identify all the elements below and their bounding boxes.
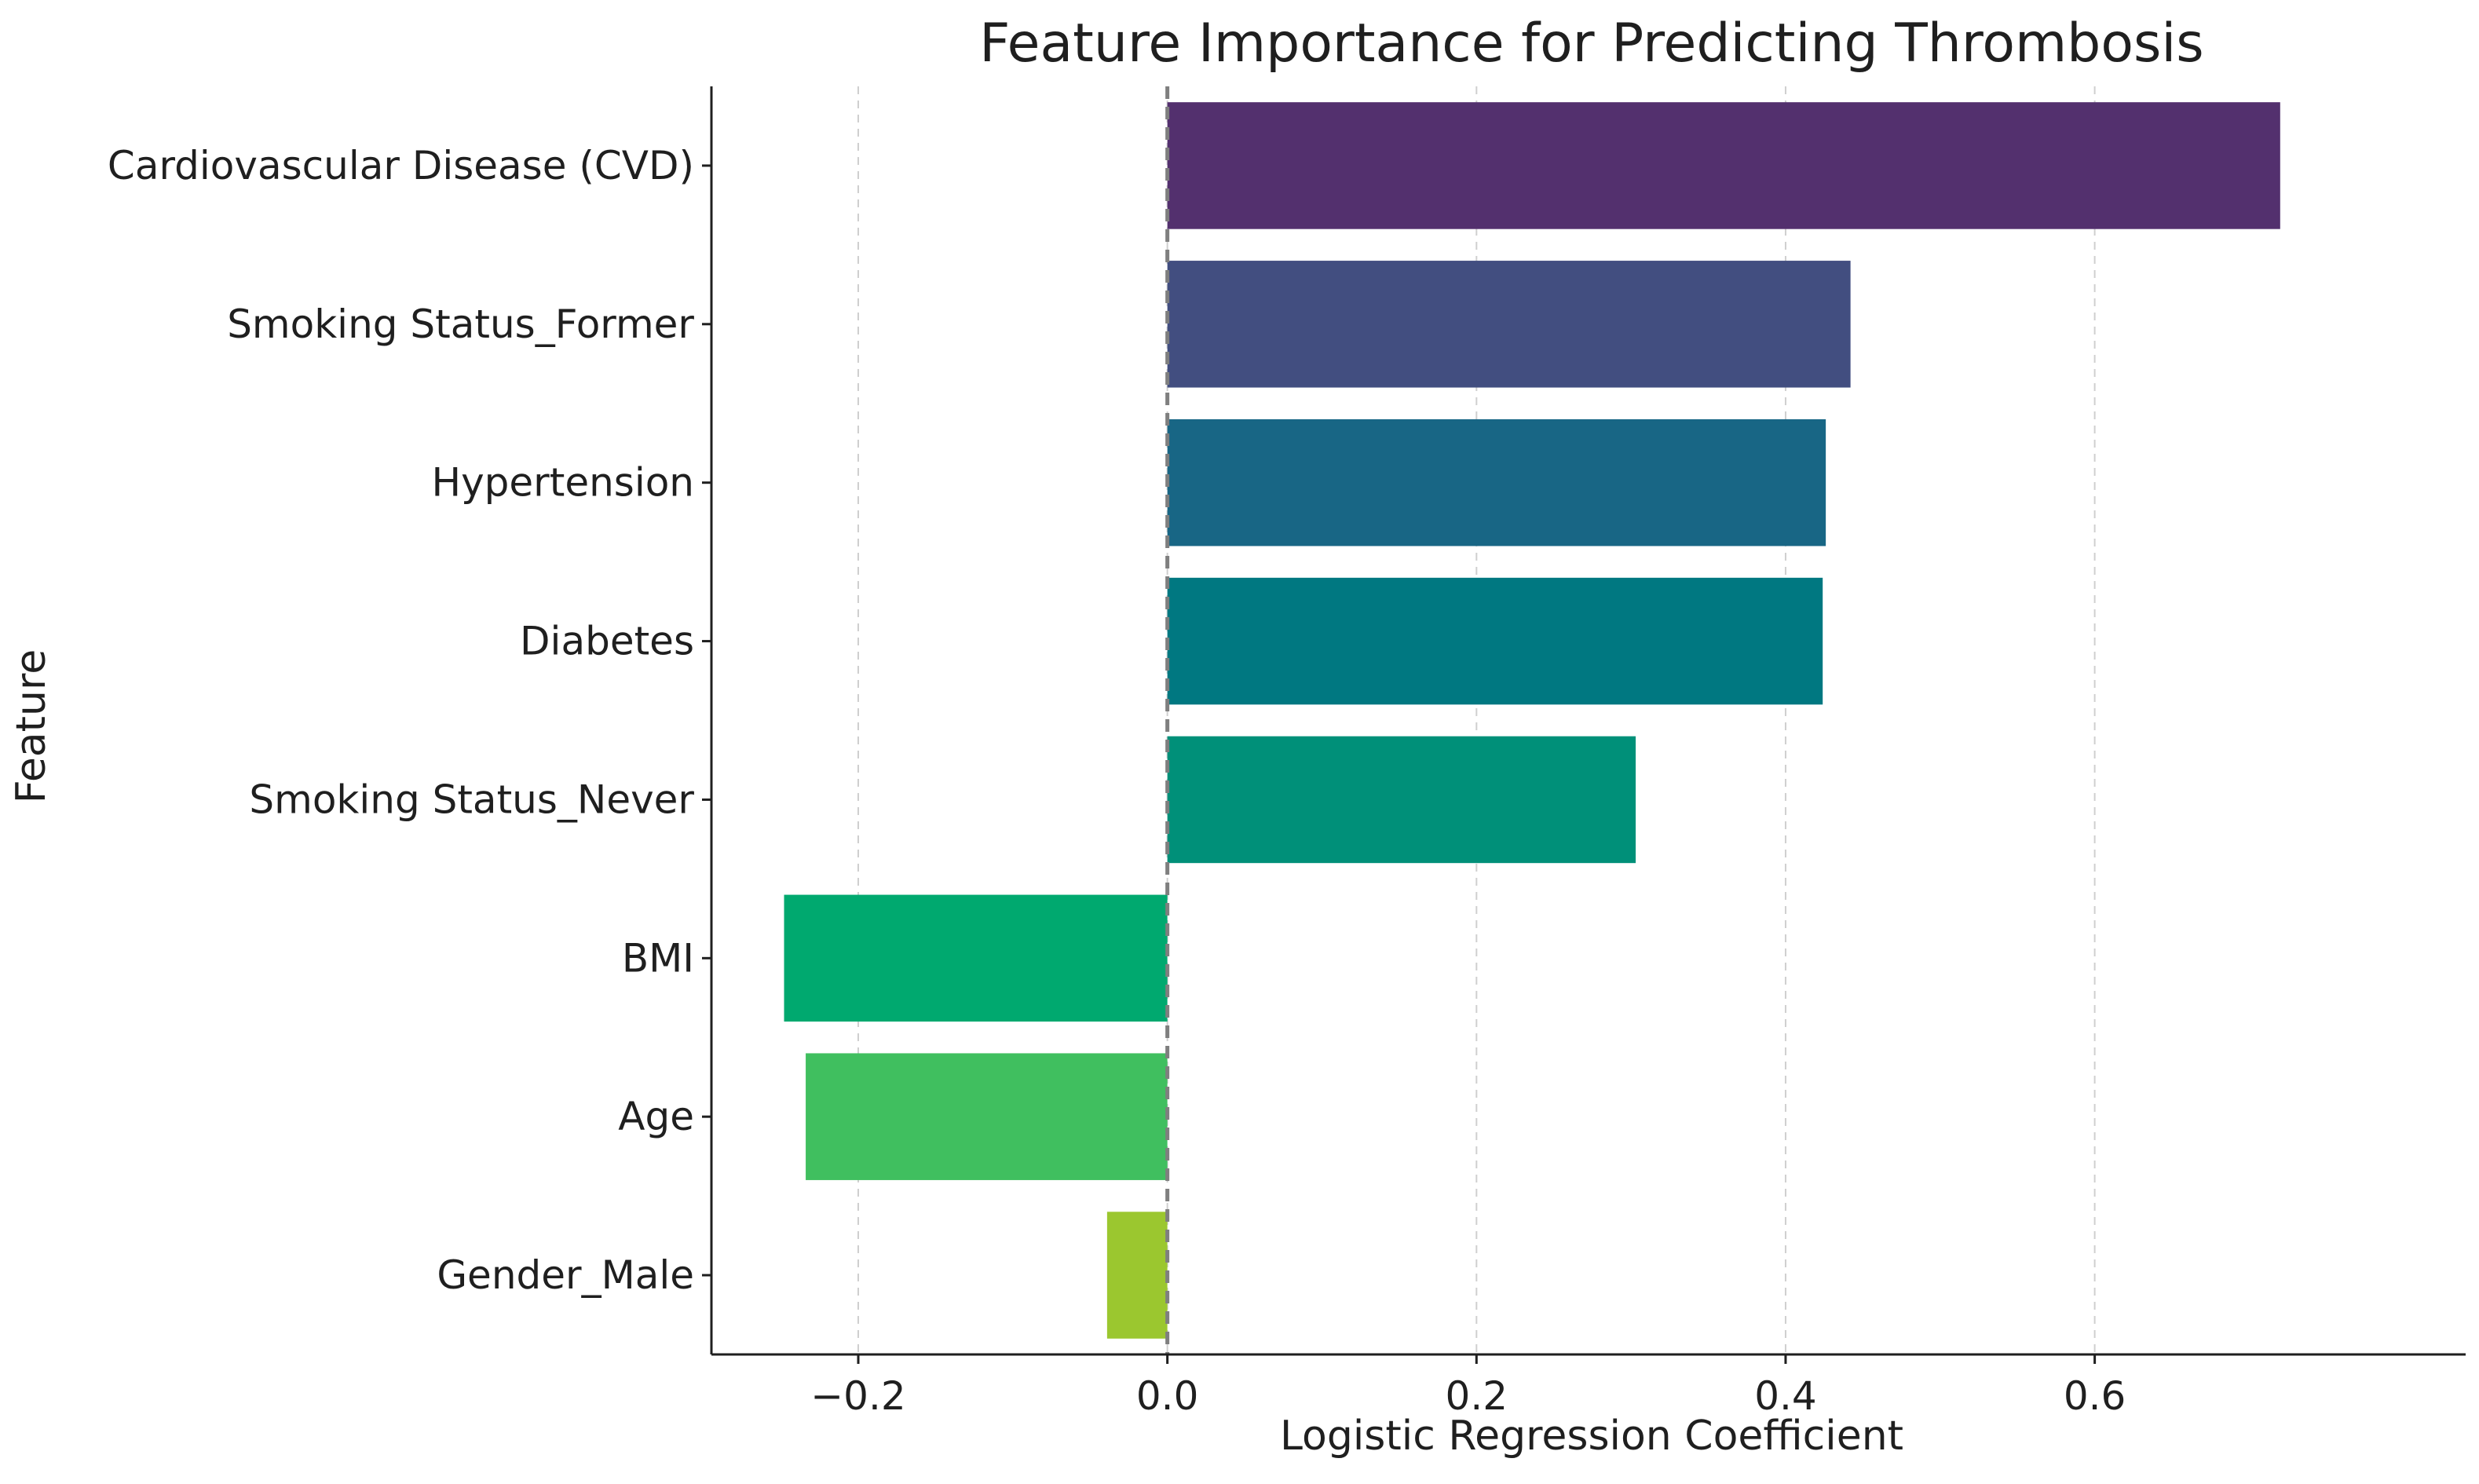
y-tick-label-6: BMI [622, 935, 694, 981]
x-tick-label-4: 0.4 [1754, 1373, 1817, 1419]
bar-1 [1167, 102, 2280, 229]
y-tick-label-7: Age [618, 1094, 694, 1139]
x-tick-labels: −0.2 0.0 0.2 0.4 0.6 [810, 1354, 2126, 1419]
y-axis-label: Feature [8, 649, 55, 804]
y-tick-label-1: Cardiovascular Disease (CVD) [108, 143, 694, 188]
x-tick-label-1: −0.2 [810, 1373, 905, 1419]
y-tick-label-3: Hypertension [431, 460, 694, 506]
bars [784, 102, 2280, 1339]
y-tick-label-8: Gender_Male [437, 1252, 694, 1298]
bar-4 [1167, 577, 1823, 705]
y-tick-label-5: Smoking Status_Never [249, 777, 694, 822]
y-tick-labels: Cardiovascular Disease (CVD) Smoking Stat… [108, 143, 711, 1298]
x-tick-label-2: 0.0 [1136, 1373, 1199, 1419]
axes [710, 86, 2466, 1356]
bar-2 [1167, 261, 1851, 388]
y-tick-label-4: Diabetes [520, 619, 694, 664]
bar-8 [1106, 1212, 1168, 1339]
y-tick-label-2: Smoking Status_Former [227, 302, 694, 347]
x-tick-label-3: 0.2 [1446, 1373, 1508, 1419]
bar-3 [1167, 419, 1826, 546]
bar-6 [784, 894, 1168, 1022]
chart-title: Feature Importance for Predicting Thromb… [979, 13, 2203, 75]
x-tick-label-5: 0.6 [2064, 1373, 2126, 1419]
x-axis-label: Logistic Regression Coefficient [1280, 1413, 1903, 1460]
bar-7 [806, 1053, 1168, 1180]
bar-5 [1167, 736, 1636, 864]
